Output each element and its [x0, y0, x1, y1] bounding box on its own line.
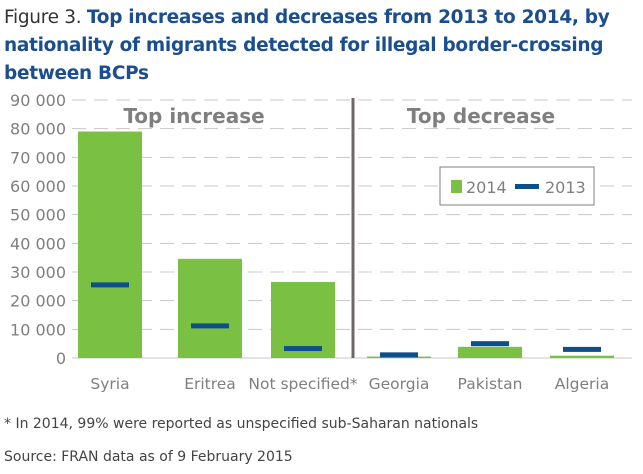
x-tick-label: Pakistan	[458, 375, 523, 393]
figure-title-text: Top increases and decreases from 2013 to…	[4, 7, 610, 84]
gridlines	[72, 99, 632, 359]
y-tick-label: 50 000	[10, 206, 66, 225]
marker-2013	[563, 346, 601, 352]
x-tick-label: Eritrea	[184, 375, 236, 393]
x-tick-label: Not specified*	[248, 375, 357, 393]
figure-label: Figure 3.	[4, 7, 82, 28]
legend-swatch-2014	[451, 180, 462, 193]
legend-label-2013: 2013	[545, 178, 586, 197]
figure-title: Figure 3. Top increases and decreases fr…	[4, 4, 643, 88]
bar-2014	[271, 282, 335, 358]
chart: 0 10 000 20 000 30 000 40 000 50 000 60 000 70 …	[10, 91, 632, 393]
bars-2014	[78, 131, 614, 358]
y-tick-label: 70 000	[10, 148, 66, 167]
y-tick-label: 90 000	[10, 91, 66, 110]
bar-2014	[78, 131, 142, 358]
x-tick-label: Algeria	[555, 375, 609, 393]
y-tick-label: 20 000	[10, 292, 66, 311]
marker-2013	[471, 341, 509, 347]
y-axis-ticks: 0 10 000 20 000 30 000 40 000 50 000 60 000 70 …	[10, 91, 66, 368]
marker-2013	[91, 282, 129, 288]
bar-2014	[550, 355, 614, 358]
y-tick-label: 60 000	[10, 177, 66, 196]
x-axis-labels: Syria Eritrea Not specified* Georgia Pakista…	[90, 375, 609, 393]
footnote: * In 2014, 99% were reported as unspecif…	[4, 416, 479, 432]
legend-swatch-2013	[515, 184, 539, 189]
y-tick-label: 30 000	[10, 263, 66, 282]
marker-2013	[380, 352, 418, 358]
bar-2014	[178, 258, 242, 358]
bar-2014	[458, 346, 522, 358]
marker-2013	[284, 346, 322, 352]
legend: 2014 2013	[439, 166, 595, 206]
y-tick-label: 10 000	[10, 320, 66, 339]
legend-label-2014: 2014	[466, 178, 507, 197]
source-note: Source: FRAN data as of 9 February 2015	[4, 449, 293, 465]
x-tick-label: Georgia	[369, 375, 430, 393]
markers-2013	[91, 282, 601, 358]
group-label-top-increase: Top increase	[123, 104, 264, 128]
y-tick-label: 40 000	[10, 234, 66, 253]
x-tick-label: Syria	[90, 375, 129, 393]
y-tick-label: 0	[56, 349, 66, 368]
marker-2013	[191, 323, 229, 329]
y-tick-label: 80 000	[10, 120, 66, 139]
group-label-top-decrease: Top decrease	[407, 104, 555, 128]
